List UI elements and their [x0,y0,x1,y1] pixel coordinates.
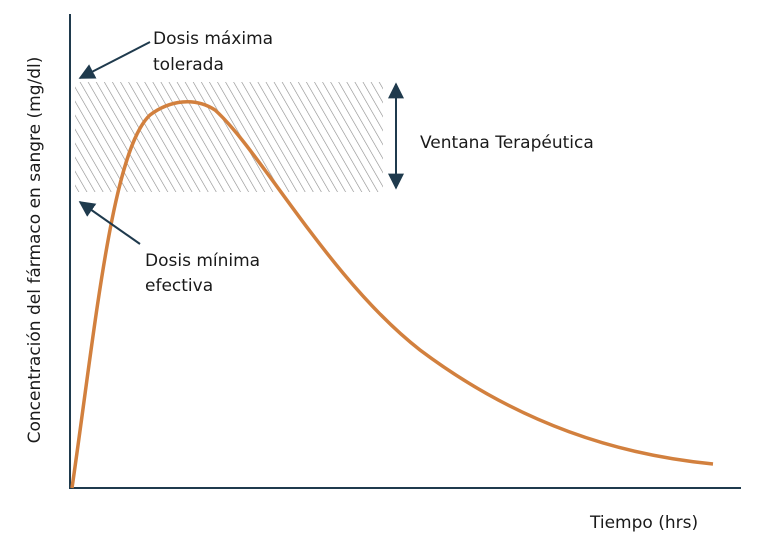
x-axis-label: Tiempo (hrs) [589,513,698,533]
min-dose-arrow [78,201,141,245]
max-dose-label: Dosis máxima [153,29,273,49]
concentration-curve [70,100,714,489]
therapeutic-window-band [75,82,383,192]
min-dose-label: Dosis mínima [145,251,260,271]
max-dose-label: tolerada [153,55,224,75]
max-dose-arrow [78,41,151,79]
y-axis-label: Concentración del fármaco en sangre (mg/… [25,57,45,444]
window-label: Ventana Terapéutica [420,133,594,153]
min-dose-label: efectiva [145,276,213,296]
